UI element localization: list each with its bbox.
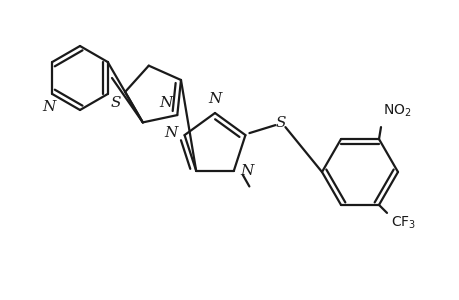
Text: N: N <box>43 100 56 114</box>
Text: NO$_2$: NO$_2$ <box>382 103 411 119</box>
Text: N: N <box>208 92 221 106</box>
Text: S: S <box>274 116 285 130</box>
Text: S: S <box>111 96 121 110</box>
Text: CF$_3$: CF$_3$ <box>390 215 415 231</box>
Text: N: N <box>164 126 177 140</box>
Text: N: N <box>158 96 172 110</box>
Text: N: N <box>240 164 254 178</box>
